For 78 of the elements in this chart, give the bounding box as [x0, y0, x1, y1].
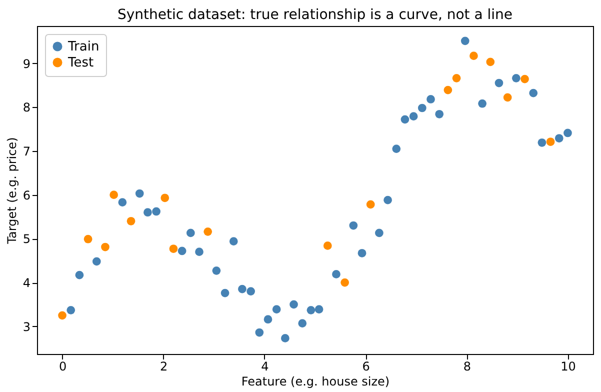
point [152, 207, 160, 216]
point [478, 99, 486, 108]
point [186, 228, 195, 238]
point [400, 115, 410, 124]
y-tick-label: 6 [22, 188, 30, 202]
point [212, 266, 221, 275]
point [101, 242, 110, 252]
point [144, 208, 152, 217]
point [280, 334, 290, 342]
point [409, 112, 418, 121]
legend-label: Train [67, 40, 100, 54]
point [195, 248, 204, 256]
point [58, 311, 66, 320]
point [264, 315, 272, 324]
x-axis-title: Feature (e.g. house size) [241, 374, 390, 388]
point [384, 196, 392, 204]
x-tick-label: 10 [560, 360, 576, 374]
x-tick-label: 0 [58, 360, 67, 374]
point [460, 36, 470, 46]
point [529, 88, 538, 98]
point [358, 248, 366, 258]
legend-label: Test [67, 56, 94, 70]
point [255, 328, 264, 337]
point [512, 74, 520, 82]
point [375, 228, 384, 238]
y-tick-label: 7 [22, 144, 30, 158]
x-tick-label: 8 [463, 360, 471, 374]
point [169, 244, 178, 253]
point [470, 52, 478, 60]
y-tick-label: 5 [22, 232, 30, 246]
point [272, 305, 281, 314]
point [75, 270, 84, 280]
point [160, 194, 170, 202]
point [486, 58, 495, 66]
point [126, 216, 136, 226]
point [564, 128, 572, 138]
point [554, 134, 564, 142]
point [314, 305, 324, 314]
point [118, 198, 127, 206]
y-tick-label: 9 [22, 56, 30, 71]
point [229, 237, 238, 246]
point [444, 86, 452, 94]
point [435, 110, 444, 118]
point [238, 284, 246, 294]
point [298, 319, 307, 328]
point [92, 257, 101, 266]
point [452, 74, 461, 82]
point [366, 200, 375, 209]
point [204, 227, 212, 236]
point [340, 278, 350, 287]
point [349, 221, 358, 230]
point [110, 190, 118, 199]
x-tick-label: 2 [160, 360, 168, 374]
x-tick-label: 6 [362, 360, 370, 374]
point [494, 78, 504, 88]
chart-title: Synthetic dataset: true relationship is a curve, not a line [117, 7, 513, 23]
point [332, 270, 340, 278]
point [392, 144, 401, 153]
point [178, 246, 186, 256]
point [418, 104, 426, 112]
point [66, 306, 76, 314]
point [426, 95, 435, 104]
point [220, 288, 230, 298]
point [503, 93, 512, 102]
x-tick-label: 4 [261, 360, 269, 374]
y-tick-label: 8 [22, 100, 30, 115]
point [306, 306, 316, 314]
point [84, 234, 92, 244]
point [290, 300, 298, 309]
y-axis-title: Target (e.g. price) [4, 137, 19, 245]
point [323, 242, 332, 250]
point [546, 138, 555, 146]
point [246, 287, 255, 296]
y-tick-label: 4 [22, 276, 30, 290]
y-tick-label: 3 [22, 320, 30, 334]
point [520, 74, 529, 84]
point [135, 189, 144, 198]
point [538, 138, 546, 147]
